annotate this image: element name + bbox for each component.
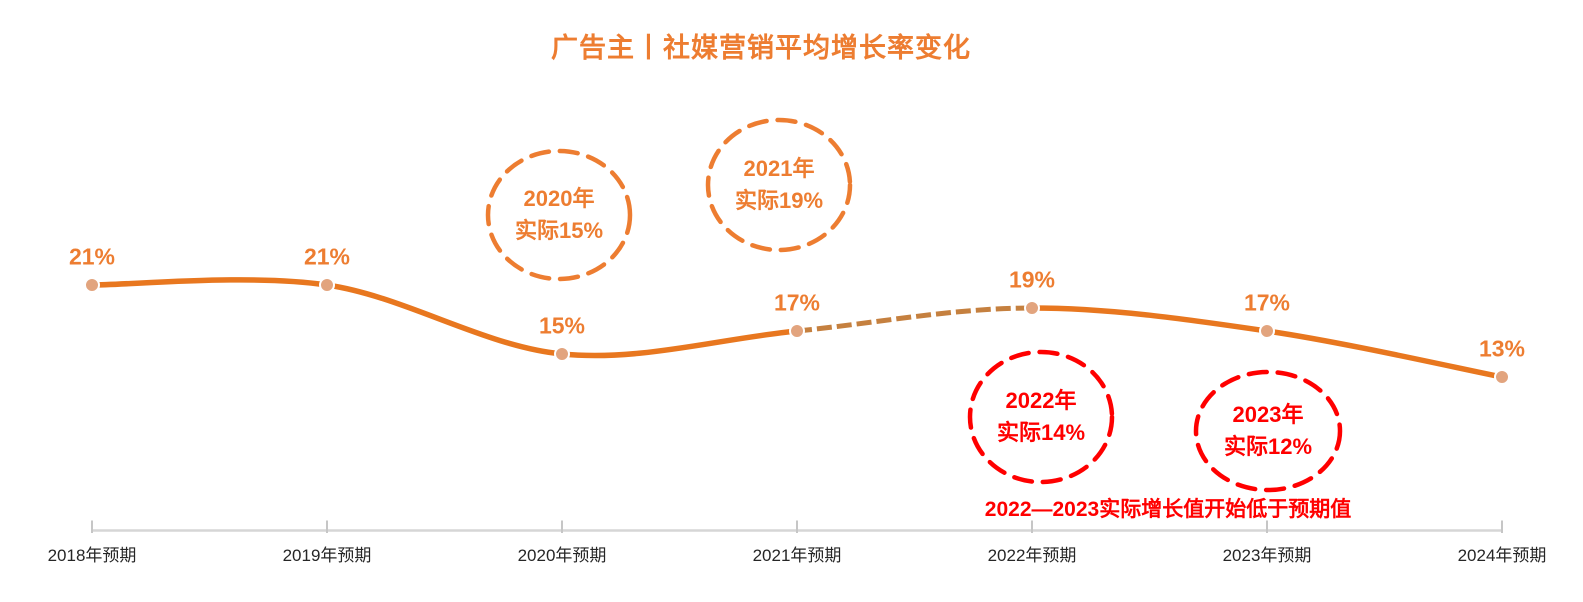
annotation-dashed-circle — [1193, 369, 1343, 493]
trend-line-expected-left — [91, 277, 798, 359]
chart-title: 广告主丨社媒营销平均增长率变化 — [551, 33, 971, 63]
annotation-dashed-circle — [705, 117, 853, 253]
trend-line-expected-right — [1031, 305, 1503, 380]
data-point-marker — [554, 346, 570, 362]
data-point-marker — [319, 277, 335, 293]
annotation-note: 2022—2023实际增长值开始低于预期值 — [984, 498, 1352, 521]
data-point-marker — [1494, 369, 1510, 385]
data-point-marker — [789, 323, 805, 339]
annotation-dashed-circle — [485, 148, 633, 282]
trend-line-actual-overlap-segment — [796, 305, 1033, 334]
data-point-marker — [84, 277, 100, 293]
data-point-marker — [1259, 323, 1275, 339]
annotation-dashed-circle — [967, 349, 1115, 485]
data-point-marker — [1024, 300, 1040, 316]
